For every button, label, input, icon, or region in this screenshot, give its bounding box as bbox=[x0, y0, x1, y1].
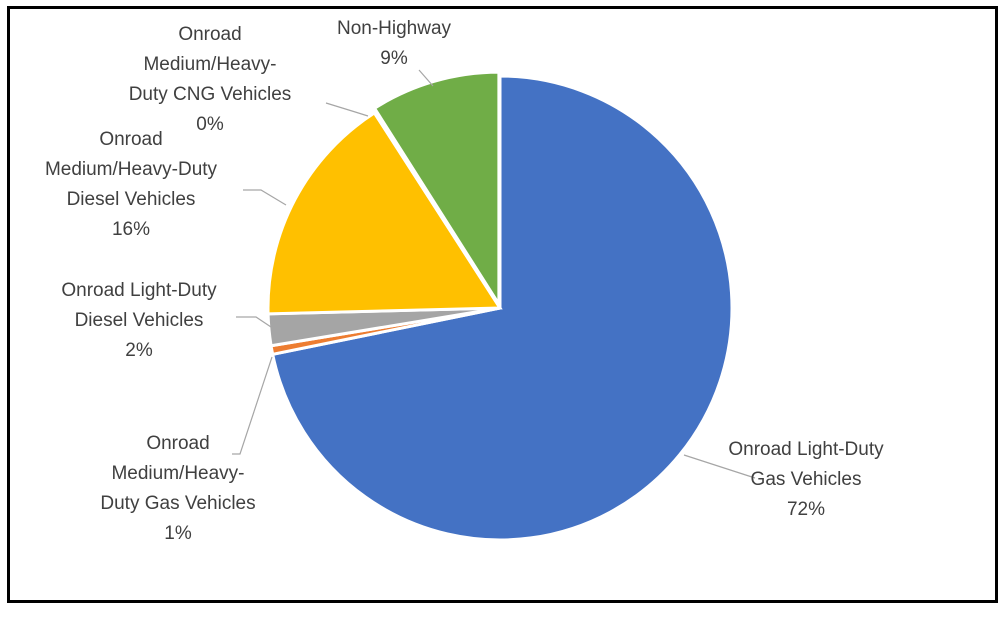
slice-label: Onroad Medium/Heavy- Duty CNG Vehicles 0% bbox=[129, 24, 292, 135]
slice-percent-label: 1% bbox=[164, 523, 192, 544]
slice-label: Onroad Light-Duty Gas Vehicles 72% bbox=[728, 439, 884, 520]
leader-line bbox=[236, 316, 272, 328]
slice-name-label: Onroad bbox=[178, 24, 241, 45]
slice-name-label: Medium/Heavy- bbox=[143, 54, 276, 75]
slice-labels: Onroad Light-Duty Gas Vehicles 72% Onroad Me… bbox=[45, 18, 884, 544]
slice-percent-label: 16% bbox=[112, 219, 150, 240]
leader-line bbox=[232, 356, 273, 455]
slice-name-label: Duty CNG Vehicles bbox=[129, 84, 292, 105]
chart-frame: Onroad Light-Duty Gas Vehicles 72% Onroad Me… bbox=[7, 6, 998, 603]
pie-slice bbox=[266, 110, 503, 316]
slice-percent-label: 9% bbox=[380, 48, 408, 69]
slice-name-label: Onroad Light-Duty bbox=[728, 439, 884, 460]
slice-percent-label: 72% bbox=[787, 499, 825, 520]
slice-label: Onroad Medium/Heavy-Duty Diesel Vehicles 16… bbox=[45, 129, 218, 240]
slice-name-label: Medium/Heavy-Duty bbox=[45, 159, 218, 180]
slice-percent-label: 2% bbox=[125, 340, 153, 361]
slice-label: Non-Highway 9% bbox=[337, 18, 452, 69]
slice-name-label: Medium/Heavy- bbox=[111, 463, 244, 484]
pie-slice bbox=[372, 70, 501, 310]
slice-name-label: Onroad bbox=[146, 433, 209, 454]
leader-line bbox=[325, 102, 369, 117]
slice-name-label: Duty Gas Vehicles bbox=[100, 493, 255, 514]
slice-label: Onroad Light-Duty Diesel Vehicles 2% bbox=[61, 280, 217, 361]
slice-percent-label: 0% bbox=[196, 114, 224, 135]
slice-name-label: Non-Highway bbox=[337, 18, 452, 39]
slice-name-label: Gas Vehicles bbox=[751, 469, 862, 490]
slice-name-label: Onroad bbox=[99, 129, 162, 150]
slice-label: Onroad Medium/Heavy- Duty Gas Vehicles 1% bbox=[100, 433, 255, 544]
leader-line bbox=[418, 69, 434, 87]
slice-name-label: Onroad Light-Duty bbox=[61, 280, 217, 301]
leader-line bbox=[683, 454, 756, 479]
pie-slices bbox=[266, 70, 734, 542]
leader-lines bbox=[232, 69, 756, 479]
slice-name-label: Diesel Vehicles bbox=[75, 310, 204, 331]
leader-line bbox=[243, 189, 287, 206]
pie-chart: Onroad Light-Duty Gas Vehicles 72% Onroad Me… bbox=[45, 18, 884, 544]
pie-slice bbox=[270, 74, 734, 542]
slice-name-label: Diesel Vehicles bbox=[67, 189, 196, 210]
